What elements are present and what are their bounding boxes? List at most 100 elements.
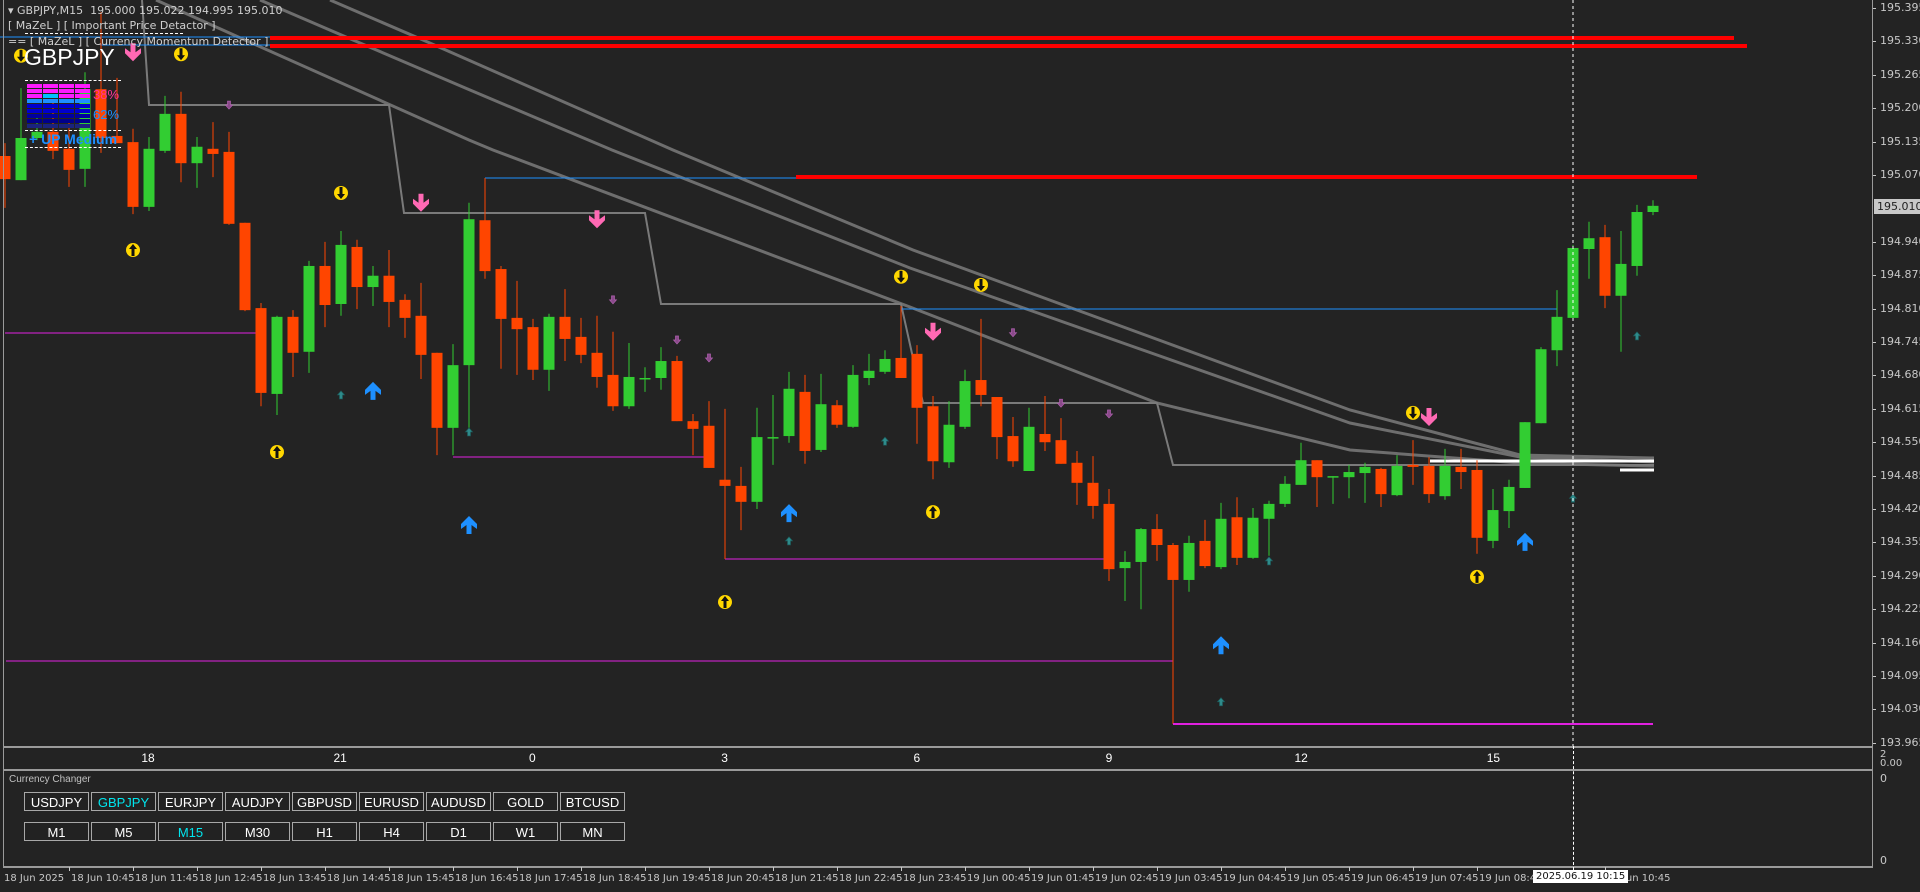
- candle: [1535, 347, 1547, 424]
- candle: [15, 88, 27, 181]
- candle-body: [1375, 468, 1387, 495]
- price-tick: [1872, 175, 1876, 176]
- timeframe-button-d1[interactable]: D1: [426, 822, 491, 841]
- symbol-button-gbpjpy[interactable]: GBPJPY: [91, 792, 156, 811]
- timeframe-button-m1[interactable]: M1: [24, 822, 89, 841]
- candle: [1055, 418, 1067, 464]
- candle: [1007, 417, 1019, 467]
- candle-body: [687, 421, 699, 429]
- symbol-button-eurusd[interactable]: EURUSD: [359, 792, 424, 811]
- time-tick: [645, 867, 646, 871]
- timeframe-button-m5[interactable]: M5: [91, 822, 156, 841]
- price-tick: [1872, 108, 1876, 110]
- time-tick: [517, 867, 518, 871]
- candle: [239, 222, 251, 312]
- candle-body: [1455, 466, 1467, 473]
- candle: [847, 365, 859, 428]
- chart-canvas[interactable]: [0, 0, 1920, 746]
- timeframe-button-m30[interactable]: M30: [225, 822, 290, 841]
- price-tick: [1872, 509, 1876, 510]
- symbol-button-usdjpy[interactable]: USDJPY: [24, 792, 89, 811]
- candle: [1215, 502, 1227, 570]
- candle: [1023, 407, 1035, 472]
- candle: [655, 347, 667, 390]
- time-tick: [453, 867, 454, 871]
- arrow-up-icon: [781, 504, 797, 523]
- small-arrow-up-icon: [1216, 697, 1226, 707]
- candle: [559, 289, 571, 362]
- price-label: 194.940: [1880, 234, 1920, 248]
- candle: [1311, 460, 1323, 507]
- timeframe-button-h4[interactable]: H4: [359, 822, 424, 841]
- yellow-up-marker: [926, 505, 940, 520]
- candle: [1455, 448, 1467, 489]
- time-tick: [1157, 867, 1158, 871]
- candle-body: [895, 357, 907, 378]
- timeframe-button-h1[interactable]: H1: [292, 822, 357, 841]
- time-tick: [1477, 867, 1478, 871]
- candle: [1199, 519, 1211, 569]
- candle-body: [207, 148, 219, 154]
- cc-axis-top: 0: [1880, 772, 1887, 785]
- strength-bar-cell: [59, 99, 74, 103]
- timeframe-button-mn[interactable]: MN: [560, 822, 625, 841]
- price-label: 195.395: [1880, 1, 1920, 14]
- candle: [623, 343, 635, 409]
- candle: [991, 397, 1003, 460]
- candle: [943, 401, 955, 468]
- blue-up-marker: [1517, 532, 1533, 551]
- arrow-up-icon: [461, 515, 477, 534]
- candle: [463, 202, 475, 428]
- strength-bar-cell: [43, 109, 58, 113]
- time-tick: [197, 867, 198, 871]
- symbol-button-btcusd[interactable]: BTCUSD: [560, 792, 625, 811]
- arrow-down-icon: [413, 193, 429, 212]
- small-down-marker: [608, 295, 618, 305]
- arrow-up-icon: [1473, 570, 1481, 583]
- time-label: 18 Jun 18:45: [583, 873, 647, 884]
- small-arrow-down-icon: [1008, 328, 1018, 338]
- candle: [383, 250, 395, 328]
- candle: [1647, 200, 1659, 216]
- candle-body: [1135, 529, 1147, 562]
- candle-body: [223, 151, 235, 224]
- strength-bar-cell: [59, 114, 74, 118]
- candle-body: [911, 353, 923, 408]
- symbol-button-eurjpy[interactable]: EURJPY: [158, 792, 223, 811]
- price-tick: [1872, 275, 1876, 277]
- time-tick: [581, 867, 582, 871]
- candle-body: [1263, 503, 1275, 519]
- panel-mid-border: [25, 130, 121, 131]
- candle: [1439, 448, 1451, 500]
- candle-body: [1071, 462, 1083, 483]
- time-label: 19 Jun 00:45: [967, 873, 1031, 884]
- price-label: 195.330: [1880, 34, 1920, 48]
- timeframe-button-w1[interactable]: W1: [493, 822, 558, 841]
- candle-body: [143, 148, 155, 207]
- candle-body: [1151, 529, 1163, 545]
- timeframe-button-m15[interactable]: M15: [158, 822, 223, 841]
- candle-body: [1423, 465, 1435, 495]
- collapse-triangle-icon[interactable]: ▾: [8, 4, 18, 17]
- price-chart[interactable]: [0, 0, 1920, 746]
- strength-bar-cell: [27, 109, 42, 113]
- symbol-button-audusd[interactable]: AUDUSD: [426, 792, 491, 811]
- time-tick: [1093, 867, 1094, 871]
- price-tick: [1872, 609, 1876, 611]
- candle: [751, 407, 763, 510]
- candle-body: [431, 352, 443, 428]
- price-label: 194.615: [1880, 401, 1920, 415]
- candle: [1423, 457, 1435, 503]
- candle-body: [1599, 237, 1611, 296]
- time-tick: [1285, 867, 1286, 871]
- zigzag-level-line: [141, 0, 1654, 466]
- symbol-button-gbpusd[interactable]: GBPUSD: [292, 792, 357, 811]
- candle-body: [287, 316, 299, 353]
- candle-body: [271, 316, 283, 394]
- price-tick: [1872, 542, 1876, 544]
- candle: [1343, 464, 1355, 499]
- symbol-button-gold[interactable]: GOLD: [493, 792, 558, 811]
- symbol-button-audjpy[interactable]: AUDJPY: [225, 792, 290, 811]
- candle: [159, 95, 171, 153]
- candle: [191, 136, 203, 188]
